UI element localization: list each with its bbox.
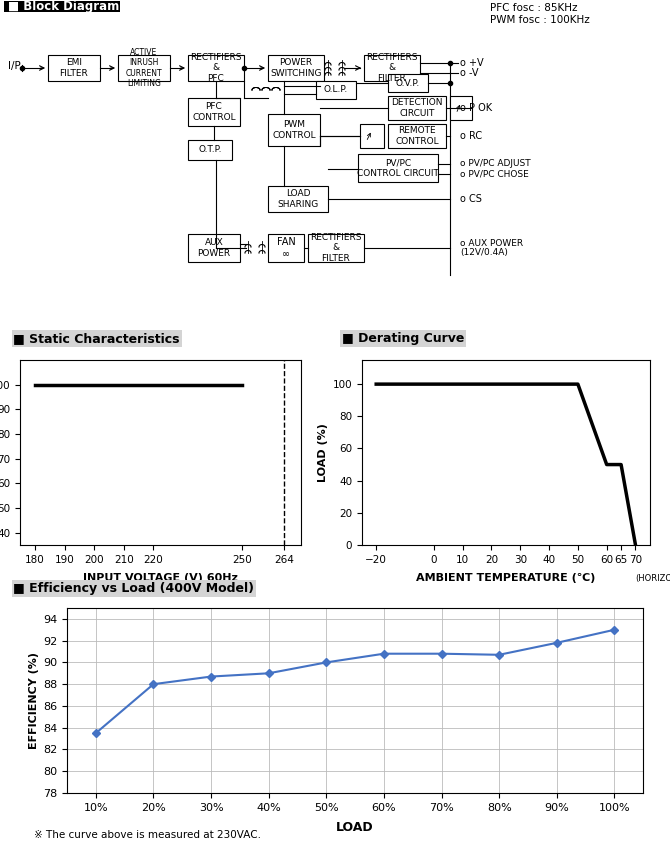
Text: RECTIFIERS
&
FILTER: RECTIFIERS & FILTER: [366, 53, 418, 83]
Text: ACTIVE
INRUSH
CURRENT
LIMITING: ACTIVE INRUSH CURRENT LIMITING: [126, 48, 162, 88]
Bar: [388, 74, 428, 92]
Y-axis label: EFFICIENCY (%): EFFICIENCY (%): [29, 652, 39, 749]
Text: POWER
SWITCHING: POWER SWITCHING: [270, 58, 322, 78]
Text: RECTIFIERS
&
FILTER: RECTIFIERS & FILTER: [310, 233, 362, 263]
Bar: [388, 96, 446, 120]
Text: REMOTE
CONTROL: REMOTE CONTROL: [395, 126, 439, 146]
Bar: [188, 140, 232, 160]
Bar: [388, 124, 446, 148]
Bar: [268, 234, 304, 262]
Text: o +V: o +V: [460, 58, 484, 68]
X-axis label: AMBIENT TEMPERATURE (℃): AMBIENT TEMPERATURE (℃): [416, 573, 596, 583]
Text: (HORIZONTAL): (HORIZONTAL): [635, 574, 670, 583]
Text: PWM
CONTROL: PWM CONTROL: [272, 120, 316, 140]
Text: FAN
∞: FAN ∞: [277, 238, 295, 259]
Text: O.L.P.: O.L.P.: [324, 86, 348, 94]
Bar: [358, 154, 438, 182]
Y-axis label: LOAD (%): LOAD (%): [318, 423, 328, 482]
Text: o RC: o RC: [460, 131, 482, 141]
Bar: [268, 114, 320, 146]
Text: ■ Efficiency vs Load (400V Model): ■ Efficiency vs Load (400V Model): [13, 582, 255, 595]
Text: RECTIFIERS
&
PFC: RECTIFIERS & PFC: [190, 53, 242, 83]
Text: LOAD
SHARING: LOAD SHARING: [277, 189, 319, 209]
Text: ■ Static Characteristics: ■ Static Characteristics: [13, 332, 180, 345]
Text: I/P: I/P: [7, 61, 20, 71]
Bar: [4, 1, 120, 12]
Bar: [118, 55, 170, 81]
Bar: [188, 98, 240, 126]
Text: DETECTION
CIRCUIT: DETECTION CIRCUIT: [391, 98, 443, 118]
Text: PWM fosc : 100KHz: PWM fosc : 100KHz: [490, 15, 590, 25]
Text: o P OK: o P OK: [460, 103, 492, 113]
Text: ■ Block Diagram: ■ Block Diagram: [8, 0, 119, 13]
Bar: [48, 55, 100, 81]
Text: EMI
FILTER: EMI FILTER: [60, 58, 88, 78]
Text: (12V/0.4A): (12V/0.4A): [460, 249, 508, 257]
Bar: [268, 55, 324, 81]
Text: o PV/PC ADJUST: o PV/PC ADJUST: [460, 160, 531, 168]
Text: ※ The curve above is measured at 230VAC.: ※ The curve above is measured at 230VAC.: [34, 830, 261, 840]
Bar: [188, 55, 244, 81]
Bar: [450, 96, 472, 120]
X-axis label: INPUT VOLTAGE (V) 60Hz: INPUT VOLTAGE (V) 60Hz: [83, 573, 239, 583]
Bar: [188, 234, 240, 262]
Text: o AUX POWER: o AUX POWER: [460, 239, 523, 249]
Text: AUX
POWER: AUX POWER: [198, 238, 230, 257]
Text: O.T.P.: O.T.P.: [198, 145, 222, 155]
Bar: [268, 186, 328, 212]
Text: o -V: o -V: [460, 68, 478, 78]
Text: o CS: o CS: [460, 194, 482, 204]
Bar: [360, 124, 384, 148]
Text: O.V.P.: O.V.P.: [396, 79, 420, 87]
Bar: [316, 81, 356, 99]
Bar: [308, 234, 364, 262]
Text: PV/PC
CONTROL CIRCUIT: PV/PC CONTROL CIRCUIT: [357, 158, 439, 178]
Text: o PV/PC CHOSE: o PV/PC CHOSE: [460, 169, 529, 179]
X-axis label: LOAD: LOAD: [336, 821, 374, 834]
Text: PFC
CONTROL: PFC CONTROL: [192, 102, 236, 122]
Bar: [364, 55, 420, 81]
Text: ■ Derating Curve: ■ Derating Curve: [342, 332, 464, 345]
Text: PFC fosc : 85KHz: PFC fosc : 85KHz: [490, 3, 578, 13]
